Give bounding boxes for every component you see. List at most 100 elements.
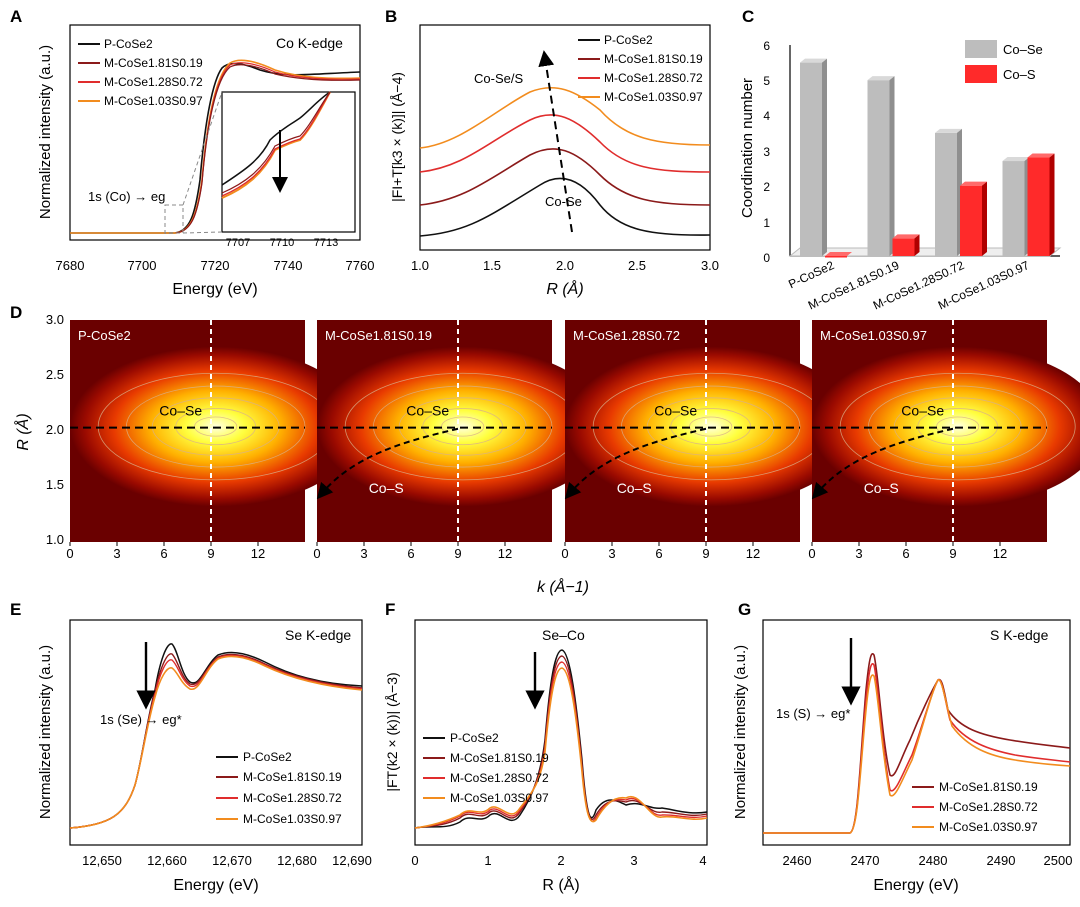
contour-line	[689, 416, 733, 437]
legend-label: M-CoSe1.81S0.19	[604, 52, 703, 66]
contour-line	[175, 408, 257, 446]
y-tick-label: 3.0	[46, 312, 64, 327]
legend-label: Co–Se	[1003, 42, 1043, 57]
panel-c: C 0 1 2 3 4 5 6 Coordination number Co–S…	[739, 7, 1062, 312]
plot-frame-e	[69, 619, 363, 846]
x-tick-label: 3	[630, 853, 637, 868]
y-tick-label: 3	[763, 145, 770, 159]
annotation-s-k-edge: S K-edge	[990, 627, 1049, 643]
legend-label: M-CoSe1.81S0.19	[104, 56, 203, 70]
bar-top	[960, 181, 987, 186]
annotation-co-k-edge: Co K-edge	[276, 35, 343, 51]
x-tick-label: 12	[251, 546, 265, 561]
series-line-m-cose103-f	[414, 667, 708, 829]
contour-line	[917, 408, 999, 446]
x-tick-label: 3	[360, 546, 367, 561]
series-line-m-cose181-g	[763, 653, 1071, 834]
x-tick-label: 0	[561, 546, 568, 561]
panel-letter-b: B	[385, 7, 397, 26]
x-tick-label: 2490	[987, 853, 1016, 868]
heatmap-title: P-CoSe2	[78, 328, 131, 343]
x-tick-label: 0	[808, 546, 815, 561]
xticks-b: 1.0 1.5 2.0 2.5 3.0	[411, 258, 719, 273]
series-line-m-cose128-g	[763, 663, 1071, 834]
bar-side	[982, 181, 987, 256]
arrow-b	[538, 50, 573, 233]
x-tick-label: 2.0	[556, 258, 574, 273]
heatmap-1: P-CoSe2 Co–Se 0 3 6 9 12	[66, 320, 362, 561]
x-tick-label: 6	[160, 546, 167, 561]
x-tick-label: 2	[557, 853, 564, 868]
x-tick-label: 12,670	[212, 853, 252, 868]
yticks-d: 3.0 2.5 2.0 1.5 1.0	[46, 312, 64, 547]
x-tick-label: 12	[746, 546, 760, 561]
panel-letter-e: E	[10, 600, 21, 619]
panel-a: A Co K-edge 7707 7710 7713 1s (Co) → eg …	[10, 7, 374, 298]
contour-line	[125, 385, 306, 468]
series-line-m-cose103-e	[69, 655, 363, 829]
annotation-co-se-b: Co-Se	[545, 194, 582, 209]
legend-c: Co–Se Co–S	[965, 40, 1043, 83]
legend-label: M-CoSe1.28S0.72	[450, 771, 549, 785]
legend-swatch-co-se	[965, 40, 997, 58]
x-tick-label: 4	[699, 853, 706, 868]
legend-label: P-CoSe2	[104, 37, 153, 51]
x-axis-label-f: R (Å)	[542, 875, 579, 894]
bar-top	[825, 252, 852, 256]
legend-label: P-CoSe2	[450, 731, 499, 745]
contour-line	[151, 397, 280, 456]
x-axis-label-a: Energy (eV)	[172, 281, 257, 298]
legend-label: M-CoSe1.28S0.72	[243, 791, 342, 805]
contour-line	[422, 408, 504, 446]
x-tick-label: 2460	[783, 853, 812, 868]
series-line-m-cose128-b	[419, 114, 711, 173]
contour-line	[670, 408, 752, 446]
x-tick-label: 7720	[201, 258, 230, 273]
heatmap-4: M-CoSe1.03S0.97 Co–Se Co–S 0 3 6 9 12	[808, 320, 1080, 561]
panel-letter-f: F	[385, 600, 395, 619]
series-line-m-cose181-b	[419, 148, 711, 206]
x-tick-label: 7680	[56, 258, 85, 273]
x-tick-label: 0	[411, 853, 418, 868]
y-tick-label: 2.0	[46, 422, 64, 437]
xticks-a: 7680 7700 7720 7740 7760	[56, 258, 375, 273]
contour-line	[194, 416, 238, 437]
x-axis-label-e: Energy (eV)	[173, 877, 258, 894]
legend-label: P-CoSe2	[604, 33, 653, 47]
bar-top	[1027, 153, 1055, 158]
x-tick-label: 6	[655, 546, 662, 561]
legend-label: M-CoSe1.81S0.19	[450, 751, 549, 765]
series-line-p-cose2-f	[414, 649, 708, 829]
heatmap-intensity	[317, 346, 609, 507]
contour-line	[621, 385, 801, 468]
annotation-co-se-s: Co-Se/S	[474, 71, 523, 86]
y-axis-label-e: Normalized intensity (a.u.)	[37, 645, 54, 819]
xticks-f: 0 1 2 3 4	[411, 853, 706, 868]
inset-line-m-cose128	[221, 91, 331, 197]
x-tick-label: 12,690	[332, 853, 372, 868]
x-tick-label: 9	[454, 546, 461, 561]
legend-label: P-CoSe2	[243, 750, 292, 764]
legend-b: P-CoSe2 M-CoSe1.81S0.19 M-CoSe1.28S0.72 …	[578, 33, 703, 104]
panel-e: E Se K-edge 1s (Se) → eg* P-CoSe2 M-CoSe…	[10, 600, 372, 894]
legend-label: Co–S	[1003, 67, 1036, 82]
heatmap-3: M-CoSe1.28S0.72 Co–Se Co–S 0 3 6 9 12	[561, 320, 857, 561]
label-co-se: Co–Se	[406, 402, 449, 418]
x-tick-label: 9	[207, 546, 214, 561]
heatmap-title: M-CoSe1.28S0.72	[573, 328, 680, 343]
yticks-c: 0 1 2 3 4 5 6	[763, 39, 770, 265]
x-tick-label: P-CoSe2	[786, 258, 836, 291]
panel-letter-g: G	[738, 600, 751, 619]
bar-cose	[800, 62, 822, 257]
x-tick-label: 3	[113, 546, 120, 561]
inset-line-p-cose2	[221, 91, 331, 186]
x-axis-label-g: Energy (eV)	[873, 877, 958, 894]
x-tick-label: 7740	[274, 258, 303, 273]
bar-top	[1002, 157, 1030, 162]
heatmap-2: M-CoSe1.81S0.19 Co–Se Co–S 0 3 6 9 12	[313, 320, 609, 561]
bar-cos	[825, 256, 847, 258]
x-tick-label: 2500	[1044, 853, 1073, 868]
bar-top	[867, 76, 895, 81]
plot-frame-f	[414, 619, 708, 846]
